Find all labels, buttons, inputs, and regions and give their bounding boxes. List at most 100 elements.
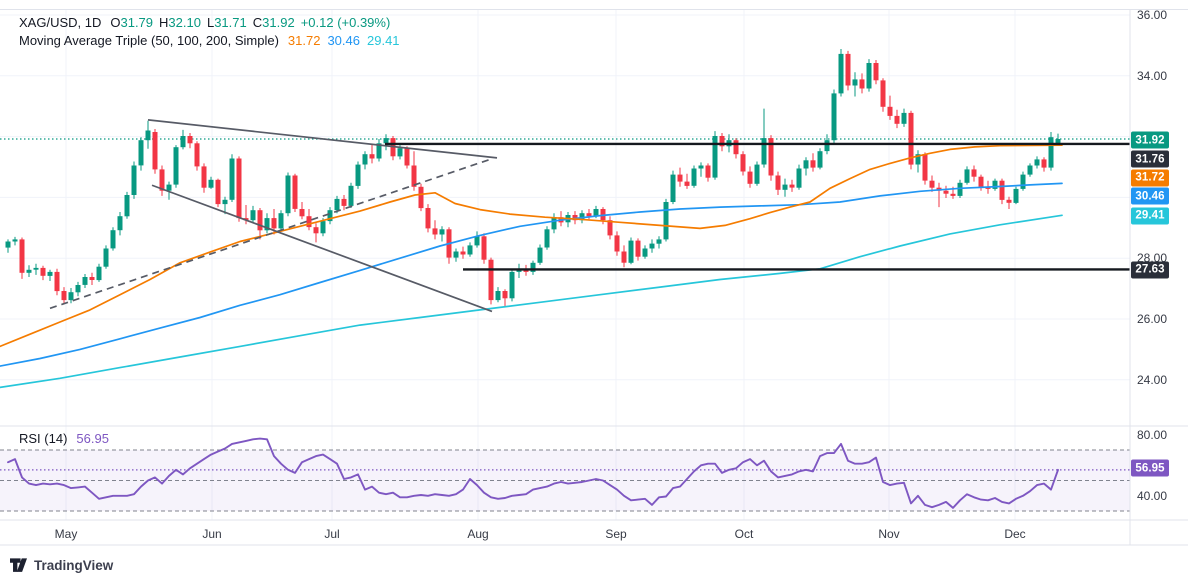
candle: [418, 183, 424, 212]
candle-body: [761, 138, 767, 165]
candle: [670, 170, 676, 205]
candle: [733, 138, 739, 159]
candle: [194, 141, 200, 171]
close-label: C: [252, 15, 263, 30]
month-label-dec: Dec: [1004, 527, 1026, 541]
candle-body: [250, 210, 256, 221]
symbol-legend[interactable]: XAG/USD, 1D O31.79 H32.10 L31.71 C31.92 +0.12…: [19, 15, 390, 31]
ma100-value: 30.46: [327, 33, 360, 48]
candle: [369, 144, 375, 164]
candle: [19, 237, 25, 279]
candle-body: [201, 166, 207, 188]
candle: [278, 210, 284, 232]
moving-average-sma-200: [0, 214, 1063, 389]
candle-body: [194, 143, 200, 167]
candle: [971, 165, 977, 182]
candle-body: [831, 93, 837, 141]
candle-body: [453, 251, 459, 258]
candle: [341, 195, 347, 211]
candle-body: [537, 247, 543, 263]
candle-body: [369, 154, 375, 159]
candle-body: [782, 184, 788, 190]
rsi-legend[interactable]: RSI (14) 56.95: [19, 431, 109, 447]
candle: [285, 172, 291, 217]
candle: [89, 272, 95, 285]
candle: [691, 165, 697, 188]
candle-body: [481, 236, 487, 260]
candle: [474, 231, 480, 248]
candle-body: [978, 176, 984, 187]
candle-body: [1020, 174, 1026, 189]
candle-body: [432, 228, 438, 235]
candle: [495, 287, 501, 303]
candle-body: [236, 158, 242, 219]
candle-body: [719, 136, 725, 147]
candle-body: [614, 235, 620, 252]
candle: [838, 49, 844, 97]
candle: [299, 202, 305, 220]
candle: [355, 161, 361, 189]
candle-body: [824, 140, 830, 152]
price-badge-last-price: 31.92: [1131, 131, 1169, 149]
candle-body: [551, 217, 557, 230]
candle: [915, 150, 921, 173]
candle: [852, 72, 858, 97]
candle: [145, 120, 151, 149]
candle: [110, 227, 116, 251]
candle-body: [964, 169, 970, 183]
price-badge-sma-100: 30.46: [1131, 187, 1169, 205]
candle-body: [1048, 137, 1054, 168]
candle-body: [411, 165, 417, 187]
candle-body: [355, 164, 361, 186]
candle-body: [418, 186, 424, 209]
rsi-tick: 80.00: [1137, 427, 1168, 442]
candle: [544, 226, 550, 250]
trendline-wedge-lower: [151, 184, 493, 313]
candle: [649, 239, 655, 253]
month-label-aug: Aug: [467, 527, 489, 541]
ma-legend[interactable]: Moving Average Triple (50, 100, 200, Sim…: [19, 33, 400, 49]
candle: [453, 248, 459, 262]
candle: [215, 178, 221, 208]
tradingview-logo[interactable]: TradingView: [10, 558, 113, 573]
candle-body: [117, 216, 123, 231]
candle-body: [621, 251, 627, 263]
candle: [747, 166, 753, 188]
candle: [47, 269, 53, 281]
candle: [894, 109, 900, 129]
candle: [54, 268, 60, 296]
candle-body: [733, 140, 739, 155]
candle: [439, 226, 445, 242]
candle-body: [866, 63, 872, 89]
candle: [12, 236, 18, 246]
candle: [411, 151, 417, 191]
price-tick: 34.00: [1137, 68, 1168, 83]
candle-body: [257, 210, 263, 231]
candle-body: [285, 175, 291, 214]
candle: [810, 153, 816, 172]
price-badge-horizontal-line: 27.63: [1131, 261, 1169, 278]
candle-body: [96, 266, 102, 281]
candle-body: [901, 112, 907, 124]
month-label-nov: Nov: [878, 527, 900, 541]
candle-body: [992, 180, 998, 189]
candle-body: [712, 136, 718, 178]
candle-body: [40, 267, 46, 276]
candle: [663, 198, 669, 242]
candle-body: [341, 198, 347, 206]
candle: [1048, 132, 1054, 171]
candle: [26, 265, 32, 277]
candle: [964, 166, 970, 185]
candle: [831, 89, 837, 144]
candle-body: [362, 154, 368, 165]
candle-body: [656, 239, 662, 244]
price-badge-horizontal-line: 31.76: [1131, 150, 1169, 168]
candle: [936, 182, 942, 208]
candle: [33, 263, 39, 275]
candle: [943, 185, 949, 198]
month-label-jul: Jul: [324, 527, 340, 541]
candle-body: [467, 245, 473, 255]
candle-body: [586, 213, 592, 217]
candle-body: [642, 248, 648, 257]
